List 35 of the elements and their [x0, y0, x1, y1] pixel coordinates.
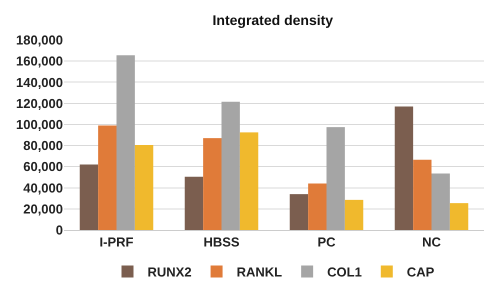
- bar: [308, 184, 326, 230]
- bar: [240, 132, 258, 230]
- bar: [450, 203, 468, 230]
- bar: [98, 126, 116, 230]
- bar: [80, 164, 98, 230]
- bar: [184, 176, 204, 230]
- y-tick-label: 180,000: [16, 32, 63, 48]
- x-tick-label: I-PRF: [100, 234, 134, 250]
- bar: [344, 200, 364, 230]
- legend-label: COL1: [327, 264, 362, 280]
- y-tick-label: 60,000: [23, 159, 63, 174]
- legend-label: CAP: [406, 264, 435, 280]
- bar: [222, 102, 240, 230]
- x-tick-label: NC: [422, 234, 442, 250]
- y-tick-label: 120,000: [16, 96, 63, 111]
- bar: [326, 127, 345, 230]
- y-tick-label: 140,000: [16, 74, 63, 90]
- x-tick-label: HBSS: [203, 234, 240, 250]
- bar: [413, 160, 432, 230]
- y-tick-label: 160,000: [16, 54, 63, 69]
- y-tick-label: 0: [56, 222, 63, 238]
- bar: [203, 138, 222, 230]
- legend-label: RANKL: [236, 264, 282, 280]
- y-tick-label: 100,000: [16, 116, 63, 132]
- bar: [290, 194, 308, 230]
- bar: [116, 55, 135, 230]
- legend-label: RUNX2: [148, 264, 192, 280]
- bar: [134, 145, 154, 230]
- y-tick-label: 80,000: [23, 138, 63, 154]
- x-tick-label: PC: [317, 234, 336, 250]
- bar: [432, 174, 450, 230]
- y-tick-label: 40,000: [23, 180, 63, 196]
- bar: [394, 106, 414, 230]
- y-tick-label: 20,000: [23, 201, 63, 216]
- chart-title: Integrated density: [212, 12, 334, 28]
